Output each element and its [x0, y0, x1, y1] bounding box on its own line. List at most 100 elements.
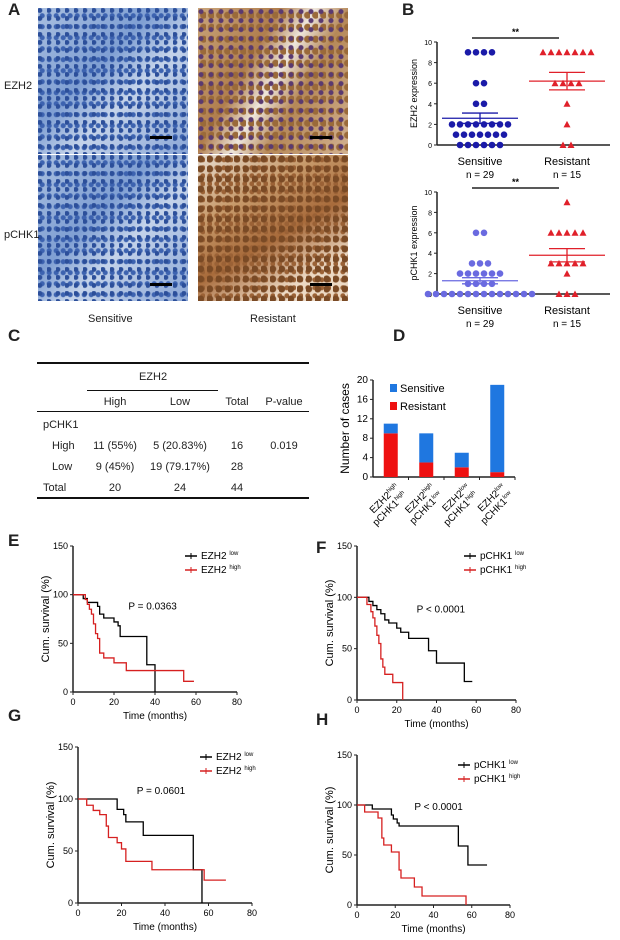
table-header-high: High — [103, 396, 127, 408]
x-axis-label: Time (months) — [404, 719, 468, 730]
survival-curve-low — [357, 596, 473, 683]
y-tick-label: 8 — [362, 433, 368, 444]
legend-label-low: pCHK1 low — [480, 551, 525, 562]
panel-label-d: D — [393, 326, 406, 345]
bar-resistant — [490, 472, 505, 477]
cell-high: 20 — [108, 482, 122, 494]
data-point-resistant — [563, 48, 571, 56]
superscript: low — [431, 489, 442, 500]
data-point-sensitive — [496, 270, 504, 277]
y-tick-label: 50 — [342, 850, 352, 860]
data-point-sensitive — [480, 49, 488, 56]
bar-resistant — [454, 467, 469, 477]
superscript: high — [509, 774, 520, 780]
data-point-sensitive — [472, 79, 480, 87]
data-point-sensitive — [496, 141, 504, 149]
legend-label-resistant: Resistant — [400, 401, 446, 413]
km-plot-F: 0 50 100 150 Cum. survival (%) 0 20 40 60 80 Time … — [324, 541, 526, 730]
x-tick-label: 20 — [109, 697, 119, 707]
data-point-resistant — [563, 270, 571, 277]
cell-total: 44 — [230, 482, 244, 494]
scale-bar — [310, 136, 332, 139]
x-tick-label: 80 — [505, 910, 515, 920]
x-tick-label: 80 — [511, 705, 521, 715]
group-n-label: n = 15 — [553, 319, 582, 330]
data-point-sensitive — [472, 100, 480, 108]
superscript: low — [494, 482, 505, 493]
data-point-sensitive — [432, 290, 440, 298]
table-group-header: EZH2 — [138, 371, 168, 383]
superscript: low — [459, 482, 470, 493]
data-point-resistant — [551, 79, 559, 87]
table-section: pCHK1 — [43, 419, 79, 431]
data-point-sensitive — [472, 270, 480, 277]
y-axis-label: Cum. survival (%) — [40, 576, 52, 663]
survival-curve-high — [357, 804, 467, 905]
x-tick-label: 40 — [150, 697, 160, 707]
y-tick-label: 100 — [58, 794, 73, 804]
histology-pchk1-sensitive — [38, 155, 188, 301]
cell-total: 28 — [230, 461, 244, 473]
y-tick-label: 150 — [337, 541, 352, 551]
survival-curve-high — [78, 798, 226, 881]
row-label: Total — [43, 482, 67, 494]
p-value-annotation: P < 0.0001 — [414, 802, 463, 813]
legend-swatch-sensitive — [390, 384, 397, 392]
x-axis-label: Time (months) — [123, 711, 187, 722]
x-tick-label: 40 — [428, 910, 438, 920]
y-tick-label: 0 — [63, 687, 68, 697]
group-label: Sensitive — [458, 156, 503, 168]
y-axis-label: EZH2 expression — [409, 59, 419, 128]
data-point-resistant — [547, 259, 555, 267]
superscript: low — [502, 489, 513, 500]
y-tick-label: 0 — [68, 898, 73, 908]
data-point-sensitive — [484, 131, 492, 138]
y-tick-label: 20 — [357, 375, 369, 386]
superscript: low — [244, 752, 254, 758]
data-point-sensitive — [448, 121, 456, 128]
data-point-sensitive — [460, 131, 468, 138]
y-tick-label: 4 — [428, 251, 432, 258]
data-point-resistant — [563, 120, 571, 128]
data-point-resistant — [563, 259, 571, 267]
superscript: high — [386, 482, 398, 494]
data-point-sensitive — [500, 131, 508, 138]
y-axis-label: Cum. survival (%) — [324, 787, 336, 874]
group-n-label: n = 29 — [466, 319, 495, 330]
legend-label-low: EZH2 low — [201, 551, 239, 562]
data-point-sensitive — [488, 290, 496, 298]
data-point-sensitive — [468, 260, 476, 267]
data-point-sensitive — [472, 49, 480, 56]
bar-resistant — [419, 462, 434, 477]
panel-label-b: B — [402, 0, 415, 19]
data-point-sensitive — [456, 121, 464, 128]
superscript: high — [394, 490, 406, 502]
data-point-sensitive — [464, 121, 472, 128]
y-tick-label: 8 — [428, 61, 432, 68]
data-point-sensitive — [472, 229, 480, 237]
x-tick-label: 0 — [354, 705, 359, 715]
y-tick-label: 12 — [357, 414, 369, 425]
data-point-sensitive — [448, 290, 456, 298]
y-tick-label: 150 — [58, 742, 73, 752]
x-tick-label: 20 — [390, 910, 400, 920]
legend-label-sensitive: Sensitive — [400, 383, 445, 395]
panel-label-c: C — [8, 326, 21, 345]
data-point-sensitive — [468, 131, 476, 138]
x-tick-label: 20 — [116, 908, 126, 918]
data-point-sensitive — [472, 141, 480, 149]
data-point-sensitive — [440, 290, 448, 298]
legend-label-high: pCHK1 high — [480, 565, 526, 576]
superscript: low — [229, 551, 239, 557]
data-point-sensitive — [520, 290, 528, 298]
superscript: low — [509, 760, 519, 766]
table-bottom-rule — [37, 497, 309, 499]
superscript: high — [229, 565, 240, 571]
data-point-sensitive — [456, 141, 464, 149]
histology-pchk1-resistant — [198, 155, 348, 301]
data-point-resistant — [555, 290, 563, 297]
table-top-rule — [37, 362, 309, 364]
